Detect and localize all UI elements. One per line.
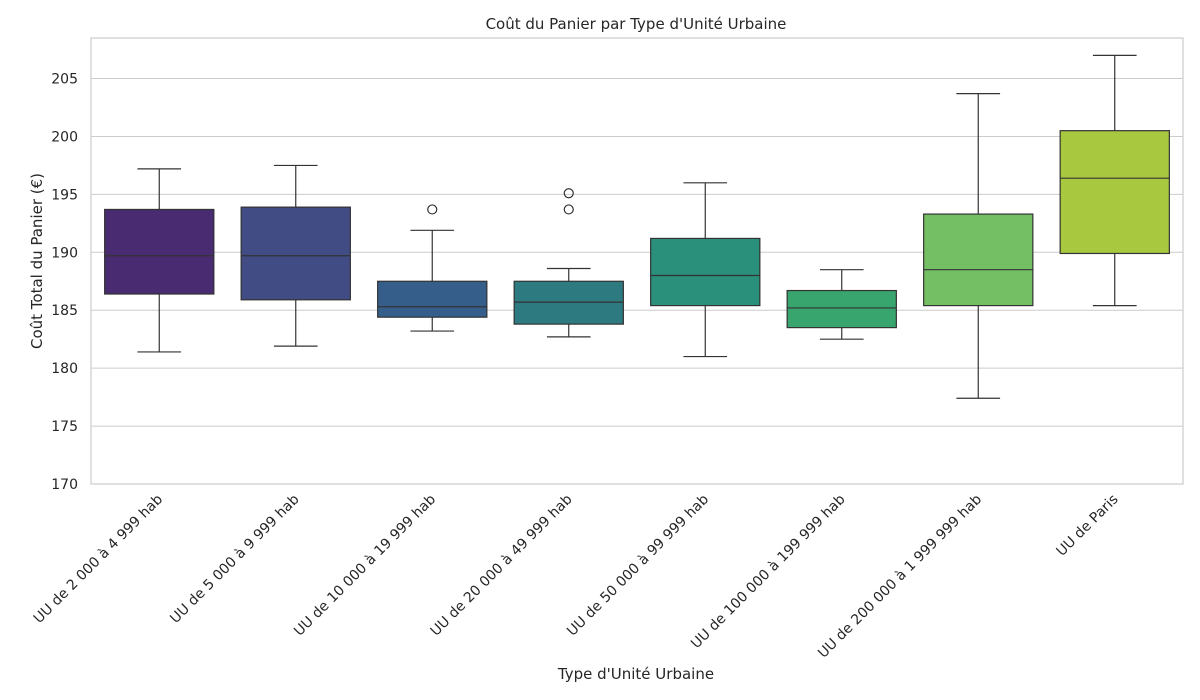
outlier-point xyxy=(563,204,574,215)
box-group xyxy=(377,204,488,332)
box-group xyxy=(650,182,761,358)
plot-frame xyxy=(90,37,1184,485)
x-tick-label: UU de 2 000 à 4 999 hab xyxy=(31,491,166,626)
box-iqr xyxy=(1059,130,1170,255)
box-group xyxy=(923,93,1034,399)
chart-title: Coût du Panier par Type d'Unité Urbaine xyxy=(486,15,787,33)
box-group xyxy=(240,164,351,347)
y-tick-label: 205 xyxy=(51,72,78,88)
box-iqr xyxy=(786,289,897,329)
y-tick-label: 180 xyxy=(51,361,78,377)
outlier-point xyxy=(563,188,574,199)
box-iqr xyxy=(104,208,215,295)
y-tick-label: 195 xyxy=(51,187,78,203)
x-tick-label: UU de 100 000 à 199 999 hab xyxy=(688,491,849,652)
box-iqr xyxy=(923,213,1034,307)
x-axis-label: Type d'Unité Urbaine xyxy=(557,665,714,683)
y-tick-label: 170 xyxy=(51,477,78,493)
box-group xyxy=(1059,54,1170,307)
x-tick-label: UU de 5 000 à 9 999 hab xyxy=(167,491,302,626)
x-tick-labels: UU de 2 000 à 4 999 hab UU de 5 000 à 9 9… xyxy=(31,491,1122,661)
y-axis-label: Coût Total du Panier (€) xyxy=(28,173,46,349)
x-tick-label: UU de 50 000 à 99 999 hab xyxy=(564,491,712,639)
box-iqr xyxy=(240,206,351,301)
y-tick-label: 185 xyxy=(51,303,78,319)
outlier-point xyxy=(427,204,438,215)
x-tick-label: UU de 10 000 à 19 999 hab xyxy=(291,491,439,639)
box-iqr xyxy=(650,237,761,307)
box-group xyxy=(513,188,624,338)
y-tick-labels: 170 175 180 185 190 195 200 205 xyxy=(51,72,78,493)
y-tick-label: 175 xyxy=(51,419,78,435)
box-group xyxy=(786,269,897,340)
x-tick-label: UU de 200 000 à 1 999 999 hab xyxy=(815,491,985,661)
x-tick-label: UU de Paris xyxy=(1054,492,1122,560)
box-iqr xyxy=(377,280,488,318)
box-group xyxy=(104,168,215,353)
y-tick-label: 200 xyxy=(51,129,78,145)
y-tick-label: 190 xyxy=(51,245,78,261)
x-tick-label: UU de 20 000 à 49 999 hab xyxy=(428,491,576,639)
box-layer xyxy=(104,54,1170,399)
